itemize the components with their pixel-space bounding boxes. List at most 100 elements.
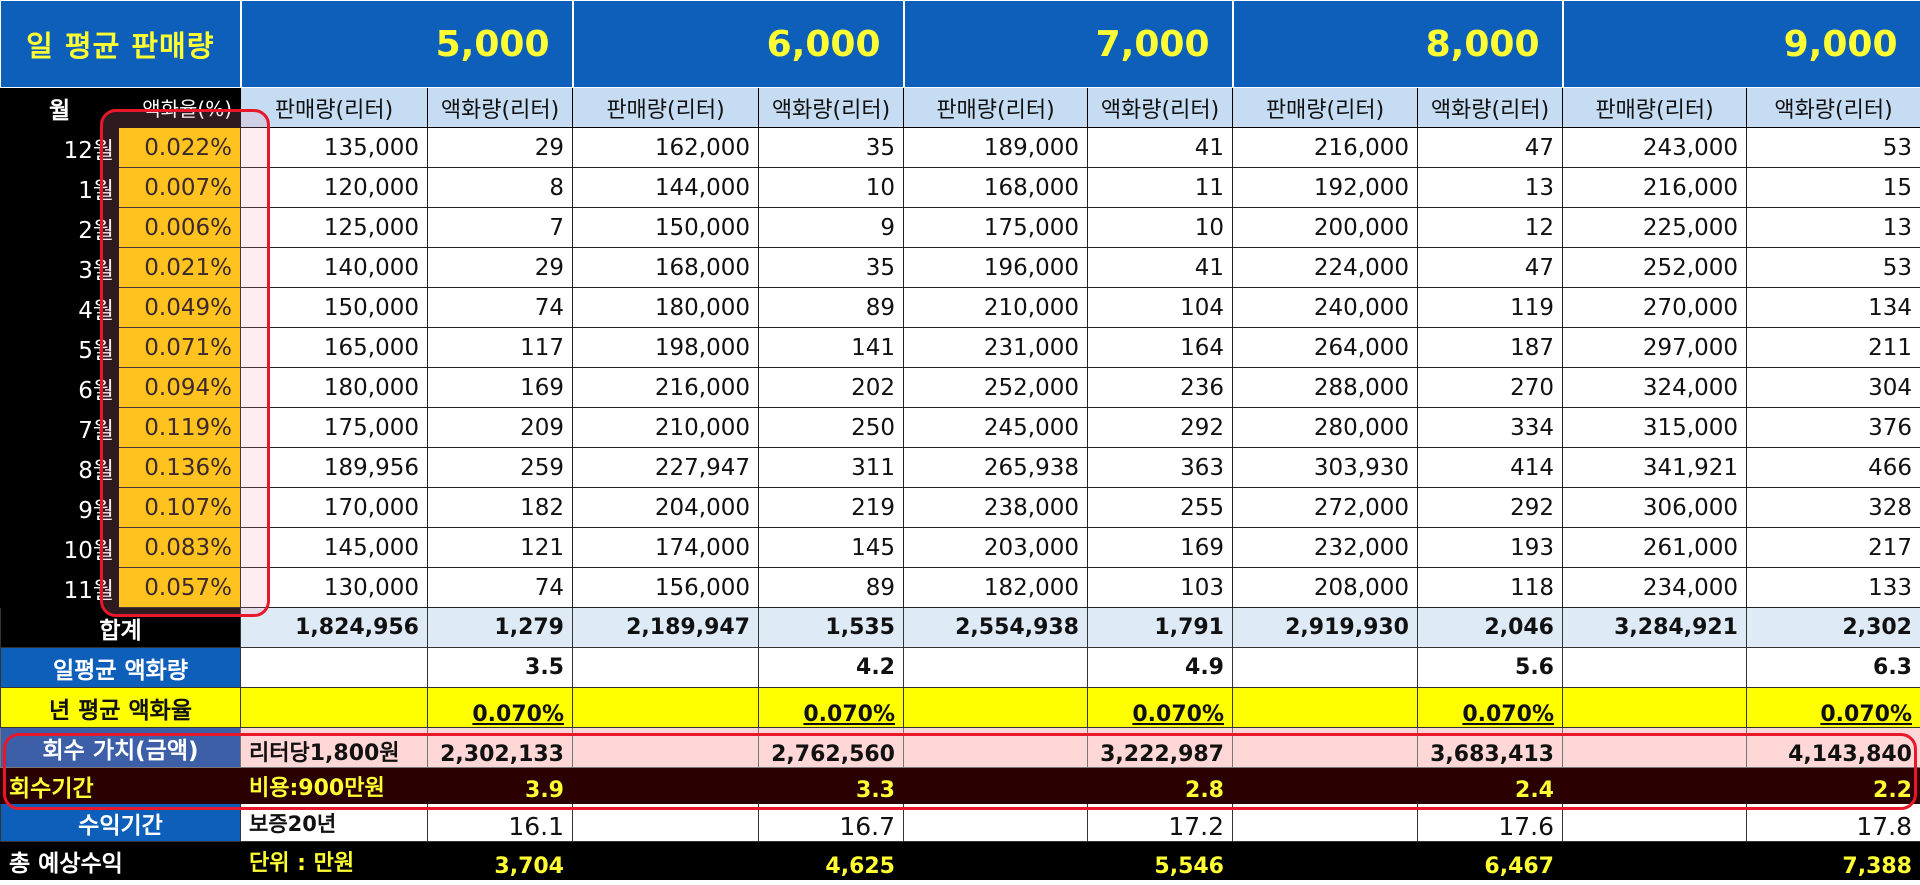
liquid-cell[interactable]: 29 — [427, 247, 573, 288]
liquid-cell[interactable]: 169 — [1087, 527, 1233, 568]
month-cell[interactable]: 1월 — [0, 167, 119, 208]
liquid-cell[interactable]: 141 — [758, 327, 904, 368]
liquid-cell[interactable]: 236 — [1087, 367, 1233, 408]
yearly-avg-rate-value[interactable]: 0.070% — [1087, 687, 1233, 728]
month-cell[interactable]: 12월 — [0, 127, 119, 168]
empty-cell[interactable] — [1562, 687, 1747, 728]
recovery-value-value[interactable]: 3,683,413 — [1417, 727, 1563, 768]
liquid-cell[interactable]: 53 — [1746, 127, 1920, 168]
liquid-cell[interactable]: 211 — [1746, 327, 1920, 368]
liquid-cell[interactable]: 193 — [1417, 527, 1563, 568]
liquid-cell[interactable]: 9 — [758, 207, 904, 248]
recovery-period-note[interactable]: 비용:900만원 — [240, 767, 428, 804]
empty-cell[interactable] — [903, 767, 1088, 804]
sales-cell[interactable]: 245,000 — [903, 407, 1088, 448]
recovery-value-value[interactable]: 3,222,987 — [1087, 727, 1233, 768]
liquid-cell[interactable]: 270 — [1417, 367, 1563, 408]
liquid-cell[interactable]: 10 — [758, 167, 904, 208]
price-header-3[interactable]: 7,000 — [903, 0, 1234, 88]
sales-cell[interactable]: 216,000 — [1562, 167, 1747, 208]
total-profit-value[interactable]: 4,625 — [758, 841, 904, 880]
empty-cell[interactable] — [1562, 841, 1747, 880]
liquid-cell[interactable]: 10 — [1087, 207, 1233, 248]
sales-cell[interactable]: 170,000 — [240, 487, 428, 528]
liquid-cell[interactable]: 209 — [427, 407, 573, 448]
liquid-cell[interactable]: 53 — [1746, 247, 1920, 288]
sales-cell[interactable]: 216,000 — [1232, 127, 1418, 168]
recovery-period-value[interactable]: 2.2 — [1746, 767, 1920, 804]
sales-cell[interactable]: 243,000 — [1562, 127, 1747, 168]
sales-cell[interactable]: 156,000 — [572, 567, 759, 608]
recovery-period-value[interactable]: 3.9 — [427, 767, 573, 804]
liquid-cell[interactable]: 74 — [427, 287, 573, 328]
rate-cell[interactable]: 0.021% — [118, 247, 241, 288]
total-label[interactable]: 합계 — [0, 607, 241, 648]
liquid-cell[interactable]: 202 — [758, 367, 904, 408]
sales-cell[interactable]: 162,000 — [572, 127, 759, 168]
yearly-avg-rate-value[interactable]: 0.070% — [1417, 687, 1563, 728]
sales-cell[interactable]: 120,000 — [240, 167, 428, 208]
sales-cell[interactable]: 270,000 — [1562, 287, 1747, 328]
liquid-cell[interactable]: 182 — [427, 487, 573, 528]
sales-cell[interactable]: 196,000 — [903, 247, 1088, 288]
rate-cell[interactable]: 0.094% — [118, 367, 241, 408]
sales-column-header[interactable]: 판매량(리터) — [572, 87, 759, 128]
liquid-cell[interactable]: 29 — [427, 127, 573, 168]
liquid-cell[interactable]: 104 — [1087, 287, 1233, 328]
total-liquid-cell[interactable]: 1,279 — [427, 607, 573, 648]
daily-avg-liquid-label[interactable]: 일평균 액화량 — [0, 647, 241, 688]
sales-cell[interactable]: 189,956 — [240, 447, 428, 488]
table-title[interactable]: 일 평균 판매량 — [0, 0, 242, 88]
recovery-period-label[interactable]: 회수기간 — [0, 767, 241, 804]
sales-cell[interactable]: 234,000 — [1562, 567, 1747, 608]
empty-cell[interactable] — [572, 647, 759, 688]
empty-cell[interactable] — [1232, 841, 1418, 880]
sales-cell[interactable]: 200,000 — [1232, 207, 1418, 248]
profit-period-label[interactable]: 수익기간 — [0, 803, 241, 842]
total-liquid-cell[interactable]: 2,046 — [1417, 607, 1563, 648]
liquid-cell[interactable]: 414 — [1417, 447, 1563, 488]
month-cell[interactable]: 3월 — [0, 247, 119, 288]
rate-cell[interactable]: 0.007% — [118, 167, 241, 208]
liquid-cell[interactable]: 118 — [1417, 567, 1563, 608]
sales-cell[interactable]: 198,000 — [572, 327, 759, 368]
empty-cell[interactable] — [572, 727, 759, 768]
yearly-avg-rate-label[interactable]: 년 평균 액화율 — [0, 687, 241, 728]
rate-cell[interactable]: 0.057% — [118, 567, 241, 608]
empty-cell[interactable] — [572, 687, 759, 728]
sales-cell[interactable]: 150,000 — [572, 207, 759, 248]
empty-cell[interactable] — [903, 647, 1088, 688]
liquid-cell[interactable]: 15 — [1746, 167, 1920, 208]
month-cell[interactable]: 7월 — [0, 407, 119, 448]
sales-cell[interactable]: 261,000 — [1562, 527, 1747, 568]
month-cell[interactable]: 11월 — [0, 567, 119, 608]
total-liquid-cell[interactable]: 2,302 — [1746, 607, 1920, 648]
sales-cell[interactable]: 238,000 — [903, 487, 1088, 528]
liquid-cell[interactable]: 12 — [1417, 207, 1563, 248]
empty-cell[interactable] — [1232, 687, 1418, 728]
sales-column-header[interactable]: 판매량(리터) — [1562, 87, 1747, 128]
liquid-column-header[interactable]: 액화량(리터) — [758, 87, 904, 128]
yearly-avg-rate-value[interactable]: 0.070% — [1746, 687, 1920, 728]
sales-cell[interactable]: 280,000 — [1232, 407, 1418, 448]
liquid-cell[interactable]: 133 — [1746, 567, 1920, 608]
liquid-cell[interactable]: 311 — [758, 447, 904, 488]
empty-cell[interactable] — [1562, 803, 1747, 842]
rate-cell[interactable]: 0.049% — [118, 287, 241, 328]
liquid-cell[interactable]: 7 — [427, 207, 573, 248]
empty-cell[interactable] — [903, 727, 1088, 768]
sales-column-header[interactable]: 판매량(리터) — [240, 87, 428, 128]
liquid-column-header[interactable]: 액화량(리터) — [1746, 87, 1920, 128]
total-profit-label[interactable]: 총 예상수익 — [0, 841, 241, 880]
daily-avg-liquid-value[interactable]: 3.5 — [427, 647, 573, 688]
profit-period-note[interactable]: 보증20년 — [240, 803, 428, 842]
liquid-cell[interactable]: 35 — [758, 127, 904, 168]
total-profit-value[interactable]: 6,467 — [1417, 841, 1563, 880]
yearly-avg-rate-value[interactable]: 0.070% — [758, 687, 904, 728]
sales-cell[interactable]: 180,000 — [240, 367, 428, 408]
rate-cell[interactable]: 0.083% — [118, 527, 241, 568]
sales-cell[interactable]: 303,930 — [1232, 447, 1418, 488]
liquid-column-header[interactable]: 액화량(리터) — [427, 87, 573, 128]
total-liquid-cell[interactable]: 1,535 — [758, 607, 904, 648]
rate-cell[interactable]: 0.119% — [118, 407, 241, 448]
